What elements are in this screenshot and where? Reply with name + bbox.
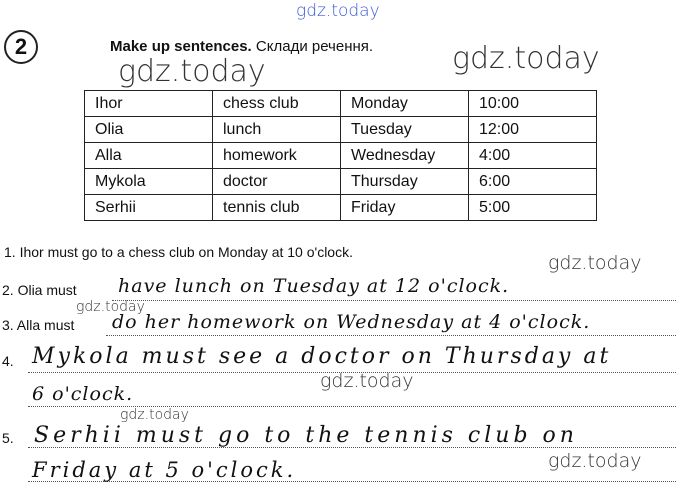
cell: Friday [340,194,469,221]
title-en: Make up sentences. [110,38,252,55]
watermark: gdz.today [296,1,380,21]
cell: Mykola [84,168,213,195]
sentence-5-answer-line1: Serhii must go to the tennis club on [34,423,578,448]
exercise-title: Make up sentences. Склади речення. [110,38,373,55]
cell: homework [212,142,341,169]
cell: tennis club [212,194,341,221]
watermark: gdz.today [452,41,600,76]
cell: Thursday [340,168,469,195]
table-row: Alla homework Wednesday 4:00 [84,142,597,169]
cell: Wednesday [340,142,469,169]
cell: Tuesday [340,116,469,143]
table-row: Ihor chess club Monday 10:00 [84,90,597,117]
sentence-3-answer: do her homework on Wednesday at 4 o'cloc… [112,311,591,333]
table-row: Olia lunch Tuesday 12:00 [84,116,597,143]
sentence-2-answer: have lunch on Tuesday at 12 o'clock. [118,275,510,297]
exercise-number: 2 [4,30,38,64]
cell: Serhii [84,194,213,221]
table-row: Serhii tennis club Friday 5:00 [84,194,597,221]
cell: doctor [212,168,341,195]
cell: 10:00 [468,90,597,117]
cell: lunch [212,116,341,143]
sentence-1: 1. Ihor must go to a chess club on Monda… [4,244,353,260]
cell: Monday [340,90,469,117]
cell: 12:00 [468,116,597,143]
sentence-4-answer-line1: Mykola must see a doctor on Thursday at [32,344,612,369]
cell: Alla [84,142,213,169]
cell: 5:00 [468,194,597,221]
watermark: gdz.today [548,252,642,274]
sentence-3-prefix: 3. Alla must [2,317,75,333]
watermark: gdz.today [76,299,145,315]
watermark: gdz.today [120,407,189,423]
watermark: gdz.today [118,54,266,89]
sentence-5-answer-line2: Friday at 5 o'clock. [32,458,297,482]
sentence-2-prefix: 2. Olia must [2,282,77,298]
sentence-5-prefix: 5. [2,430,14,446]
title-uk: Склади речення. [255,38,374,55]
watermark: gdz.today [548,450,642,472]
schedule-table: Ihor chess club Monday 10:00 Olia lunch Tuesd… [84,90,597,221]
table-row: Mykola doctor Thursday 6:00 [84,168,597,195]
cell: chess club [212,90,341,117]
watermark: gdz.today [320,370,414,392]
cell: Olia [84,116,213,143]
cell: Ihor [84,90,213,117]
cell: 4:00 [468,142,597,169]
sentence-4-prefix: 4. [2,353,14,369]
cell: 6:00 [468,168,597,195]
sentence-4-answer-line2: 6 o'clock. [32,383,134,405]
